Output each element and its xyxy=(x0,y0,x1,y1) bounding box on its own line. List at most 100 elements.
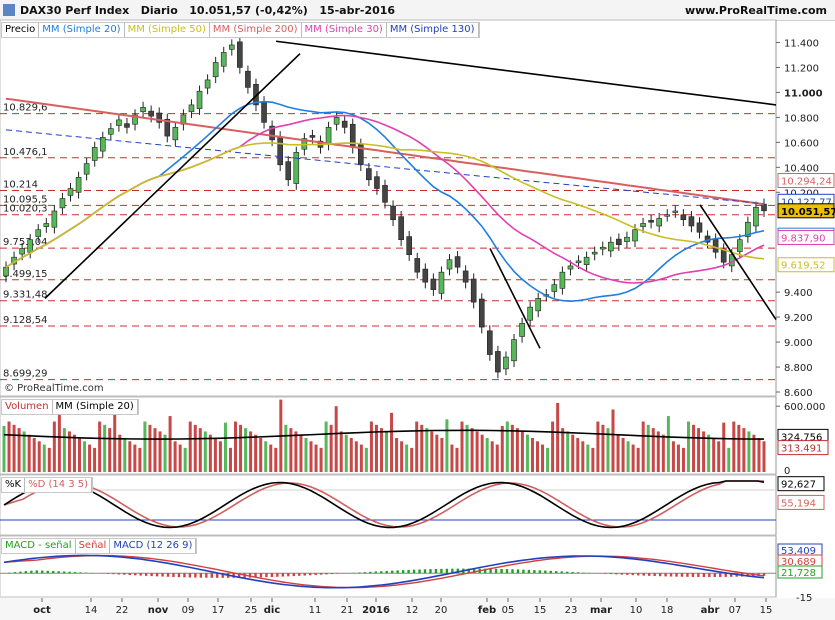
candle-body xyxy=(648,220,654,223)
macd-hist-bar xyxy=(161,573,164,577)
stoch-tag-label: 92,627 xyxy=(781,480,816,491)
candle-body xyxy=(277,136,283,166)
macd-hist-bar xyxy=(259,573,263,578)
candle-body xyxy=(414,258,421,273)
candle-body xyxy=(688,216,695,227)
price-tick-label: 8.800 xyxy=(784,363,813,374)
volume-bar xyxy=(530,438,534,472)
volume-bar xyxy=(571,434,575,472)
volume-tag-box xyxy=(777,440,829,456)
stoch-tag: 55,194 xyxy=(777,494,825,510)
volume-bar xyxy=(656,431,660,472)
candle-body xyxy=(462,270,469,283)
macd-hist-bar xyxy=(194,573,197,578)
volume-bar xyxy=(405,444,409,472)
macd-hist-bar xyxy=(642,573,645,576)
legend-mm130[interactable]: MM (Simple 130) xyxy=(387,23,479,37)
macd-hist-bar xyxy=(336,573,339,574)
volume-bar xyxy=(249,431,253,472)
candle-body xyxy=(422,268,429,283)
macd-hist-bar xyxy=(418,569,421,574)
legend-mm50[interactable]: MM (Simple 50) xyxy=(125,23,210,37)
volume-bar xyxy=(47,447,51,472)
candle-body xyxy=(519,323,525,337)
x-tick-label: 12 xyxy=(406,605,419,616)
volume-legend: Volumen MM (Simple 20) xyxy=(1,399,139,415)
macd-hist-bar xyxy=(128,573,131,576)
macd-hist-bar xyxy=(456,568,460,574)
candle-body xyxy=(712,238,719,253)
legend-macd-line[interactable]: MACD (12 26 9) xyxy=(110,539,197,553)
macd-hist-bar xyxy=(358,572,361,574)
volume-bar xyxy=(651,428,655,472)
stoch-tag-label: 55,194 xyxy=(781,498,816,509)
macd-hist-bar xyxy=(423,569,427,574)
price-tag-box xyxy=(777,173,835,189)
volume-bar xyxy=(732,421,736,472)
x-tick-label: 15 xyxy=(534,605,547,616)
ma200-line xyxy=(5,97,765,206)
legend-mm20[interactable]: MM (Simple 20) xyxy=(39,23,125,37)
volume-bar xyxy=(515,428,519,472)
volume-bar xyxy=(304,438,308,472)
candle-body xyxy=(124,123,130,128)
legend-stoch-k[interactable]: %K xyxy=(2,478,26,492)
macd-hist-bar xyxy=(658,573,662,577)
candle-body xyxy=(35,229,42,237)
last-price-label: 10.051,57 (-0,42%) xyxy=(189,4,308,17)
candle-body xyxy=(624,236,630,242)
volume-bar xyxy=(178,444,182,472)
legend-mm30[interactable]: MM (Simple 30) xyxy=(302,23,387,37)
macd-hist-bar xyxy=(626,573,629,575)
legend-volume[interactable]: Volumen xyxy=(2,400,53,414)
volume-bar xyxy=(742,428,746,472)
macd-hist-bar xyxy=(489,568,492,574)
volume-bar xyxy=(717,441,721,472)
level-label: 8.699,29 xyxy=(3,369,48,380)
macd-hist-bar xyxy=(429,569,432,574)
volume-bar xyxy=(606,428,610,472)
candle-body xyxy=(753,206,759,227)
candle-body xyxy=(204,79,211,89)
volume-bar xyxy=(762,441,766,472)
site-link[interactable]: www.ProRealTime.com xyxy=(684,4,827,17)
legend-price[interactable]: Precio xyxy=(2,23,40,37)
volume-bar xyxy=(430,431,434,472)
macd-hist-bar xyxy=(46,570,49,574)
macd-hist-bar xyxy=(565,571,569,574)
macd-hist-bar xyxy=(440,568,443,574)
volume-bar xyxy=(163,434,167,472)
macd-hist-bar xyxy=(221,573,224,578)
macd-hist-bar xyxy=(516,569,520,574)
price-tag-label: 9.837,90 xyxy=(781,233,826,244)
volume-bar xyxy=(12,424,16,472)
macd-tag: 21,728 xyxy=(777,565,823,579)
volume-bar xyxy=(213,438,217,472)
stoch-k-line xyxy=(3,480,765,529)
candle-body xyxy=(3,266,9,277)
macd-hist-bar xyxy=(172,573,175,577)
macd-hist-bar xyxy=(647,573,651,576)
macd-hist-bar xyxy=(500,568,503,574)
macd-hist-bar xyxy=(522,569,525,574)
volume-bar xyxy=(400,441,404,472)
volume-bar xyxy=(108,428,112,472)
candle-body xyxy=(293,152,300,184)
legend-volume-mm[interactable]: MM (Simple 20) xyxy=(53,400,138,414)
price-tag-label: 10.294,24 xyxy=(781,177,832,188)
macd-hist-bar xyxy=(270,573,274,577)
legend-macd-hist[interactable]: MACD - señal xyxy=(2,539,76,553)
macd-hist-bar xyxy=(62,571,66,574)
price-panel xyxy=(0,19,777,397)
candle-body xyxy=(196,90,203,109)
volume-bar xyxy=(93,447,97,472)
legend-stoch-d[interactable]: %D (14 3 5) xyxy=(25,478,93,492)
legend-macd-signal[interactable]: Señal xyxy=(76,539,111,553)
x-tick-label: nov xyxy=(148,605,169,616)
macd-hist-bar xyxy=(391,570,394,574)
macd-hist-bar xyxy=(287,573,290,577)
macd-hist-bar xyxy=(697,573,700,577)
legend-mm200[interactable]: MM (Simple 200) xyxy=(210,23,302,37)
macd-hist-bar xyxy=(702,573,706,577)
